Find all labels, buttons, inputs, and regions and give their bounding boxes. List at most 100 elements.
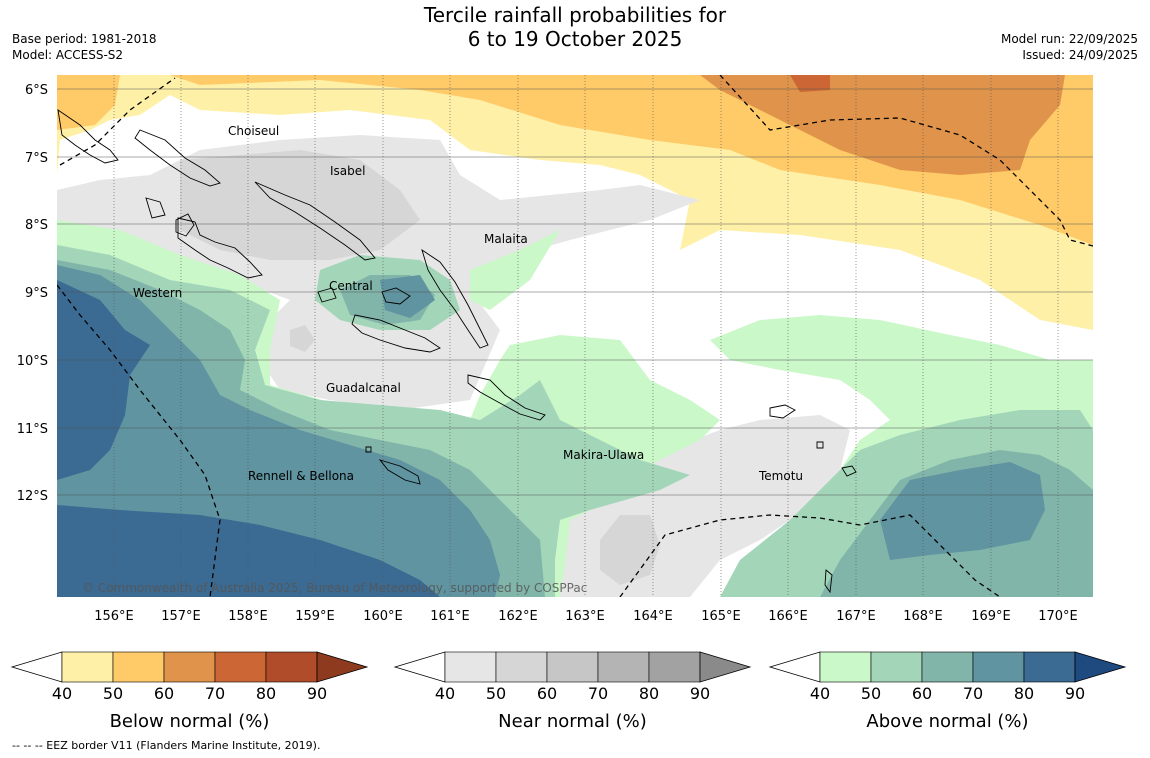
colorbar-label: Near normal (%) bbox=[498, 711, 647, 732]
colorbar: 40 50 60 70 80 90 Below normal (%) bbox=[10, 651, 369, 732]
colorbar-extend-low bbox=[768, 651, 821, 683]
lat-label: 10°S bbox=[17, 354, 48, 369]
colorbar-segment bbox=[546, 651, 599, 683]
colorbar-tick-label: 40 bbox=[435, 684, 455, 703]
island-guadalcanal bbox=[351, 314, 441, 353]
eez-border bbox=[57, 75, 1093, 597]
lon-label: 166°E bbox=[768, 609, 808, 624]
lon-label: 160°E bbox=[363, 609, 403, 624]
province-label: Western bbox=[133, 286, 182, 300]
lat-label: 12°S bbox=[17, 489, 48, 504]
lat-label: 7°S bbox=[25, 151, 48, 166]
province-label: Temotu bbox=[758, 469, 803, 483]
colorbar-segment bbox=[112, 651, 165, 683]
lon-label: 157°E bbox=[161, 609, 201, 624]
copyright-note: © Commonwealth of Australia 2025, Bureau… bbox=[82, 581, 587, 595]
base-period: Base period: 1981-2018 bbox=[12, 32, 157, 46]
colorbar-label: Below normal (%) bbox=[110, 711, 270, 732]
island-ndeni bbox=[769, 404, 796, 419]
colorbar-segment bbox=[265, 651, 318, 683]
province-label: Makira-Ulawa bbox=[563, 448, 644, 462]
colorbar-segment bbox=[61, 651, 114, 683]
island-central bbox=[317, 287, 337, 303]
lon-label: 167°E bbox=[836, 609, 876, 624]
colorbar: 40 50 60 70 80 90 Above normal (%) bbox=[768, 651, 1127, 732]
colorbar-segment bbox=[921, 651, 974, 683]
probability-fill bbox=[57, 75, 1093, 597]
meta-left: Base period: 1981-2018 Model: ACCESS-S2 bbox=[12, 31, 157, 63]
colorbar-tick-label: 80 bbox=[256, 684, 276, 703]
lon-label: 170°E bbox=[1038, 609, 1078, 624]
map-title: Tercile rainfall probabilities for 6 to … bbox=[0, 3, 1150, 51]
colorbar-extend-high bbox=[316, 651, 369, 683]
colorbar-tick-label: 60 bbox=[912, 684, 932, 703]
colorbar-segment bbox=[163, 651, 216, 683]
colorbar-segment bbox=[597, 651, 650, 683]
island-florida bbox=[381, 287, 411, 305]
lon-label: 168°E bbox=[903, 609, 943, 624]
island-rennell bbox=[378, 459, 421, 485]
lon-label: 164°E bbox=[633, 609, 673, 624]
colorbar-extend-high bbox=[699, 651, 752, 683]
lat-labels: 6°S 7°S 8°S 9°S 10°S 11°S 12°S bbox=[17, 83, 48, 504]
colorbar-segment bbox=[819, 651, 872, 683]
colorbar-segment bbox=[214, 651, 267, 683]
lon-label: 158°E bbox=[228, 609, 268, 624]
issued-date: Issued: 24/09/2025 bbox=[1022, 48, 1138, 62]
island-makira bbox=[467, 374, 546, 421]
colorbar-tick-label: 90 bbox=[690, 684, 710, 703]
colorbar-tick-label: 90 bbox=[307, 684, 327, 703]
province-label: Malaita bbox=[484, 232, 528, 246]
island-isabel bbox=[254, 181, 376, 261]
colorbar-segment bbox=[870, 651, 923, 683]
province-labels: Choiseul Isabel Malaita Western Central … bbox=[133, 124, 803, 483]
province-label: Choiseul bbox=[228, 124, 279, 138]
island-choiseul bbox=[134, 129, 221, 187]
province-label: Isabel bbox=[330, 164, 365, 178]
colorbar-tick-label: 60 bbox=[154, 684, 174, 703]
colorbar-tick-label: 50 bbox=[486, 684, 506, 703]
lon-label: 156°E bbox=[94, 609, 134, 624]
island-malaita bbox=[421, 248, 489, 349]
colorbar: 40 50 60 70 80 90 Near normal (%) bbox=[393, 651, 752, 732]
colorbar-tick-label: 40 bbox=[810, 684, 830, 703]
colorbar-tick-label: 80 bbox=[639, 684, 659, 703]
model-run: Model run: 22/09/2025 bbox=[1000, 32, 1138, 46]
colorbar-tick-label: 90 bbox=[1065, 684, 1085, 703]
colorbar-tick-label: 70 bbox=[963, 684, 983, 703]
colorbar-tick-label: 70 bbox=[205, 684, 225, 703]
lat-label: 8°S bbox=[25, 218, 48, 233]
colorbar-segment bbox=[972, 651, 1025, 683]
meta-right: Model run: 22/09/2025 Issued: 24/09/2025 bbox=[1001, 31, 1138, 63]
title-line2: 6 to 19 October 2025 bbox=[467, 27, 683, 51]
colorbar-segment bbox=[444, 651, 497, 683]
colorbar-segment bbox=[648, 651, 701, 683]
colorbar-tick-label: 50 bbox=[103, 684, 123, 703]
colorbar-tick-label: 50 bbox=[861, 684, 881, 703]
colorbars: 40 50 60 70 80 90 Below normal (%) 40 50 60 70 80 90… bbox=[10, 651, 1127, 732]
model-name: Model: ACCESS-S2 bbox=[12, 48, 124, 62]
province-label: Guadalcanal bbox=[326, 381, 401, 395]
colorbar-label: Above normal (%) bbox=[866, 711, 1028, 732]
island-vanikoro bbox=[841, 465, 857, 477]
title-line1: Tercile rainfall probabilities for bbox=[423, 3, 727, 27]
colorbar-segment bbox=[1023, 651, 1076, 683]
province-label: Central bbox=[329, 279, 373, 293]
lat-label: 6°S bbox=[25, 83, 48, 98]
island-bellona bbox=[365, 446, 372, 453]
island-vella bbox=[145, 197, 166, 219]
colorbar-extend-low bbox=[10, 651, 63, 683]
lon-label: 162°E bbox=[498, 609, 538, 624]
lat-label: 11°S bbox=[17, 422, 48, 437]
islands bbox=[57, 109, 857, 594]
colorbar-tick-label: 80 bbox=[1014, 684, 1034, 703]
graticule bbox=[113, 75, 1059, 597]
lon-label: 165°E bbox=[701, 609, 741, 624]
lon-labels: 156°E 157°E 158°E 159°E 160°E 161°E 162°… bbox=[94, 609, 1078, 624]
island-bougainville bbox=[57, 109, 119, 164]
colorbar-tick-label: 60 bbox=[537, 684, 557, 703]
eez-footer-note: -- -- -- EEZ border V11 (Flanders Marine… bbox=[12, 739, 321, 752]
colorbar-extend-low bbox=[393, 651, 446, 683]
lon-label: 161°E bbox=[430, 609, 470, 624]
lat-label: 9°S bbox=[25, 286, 48, 301]
